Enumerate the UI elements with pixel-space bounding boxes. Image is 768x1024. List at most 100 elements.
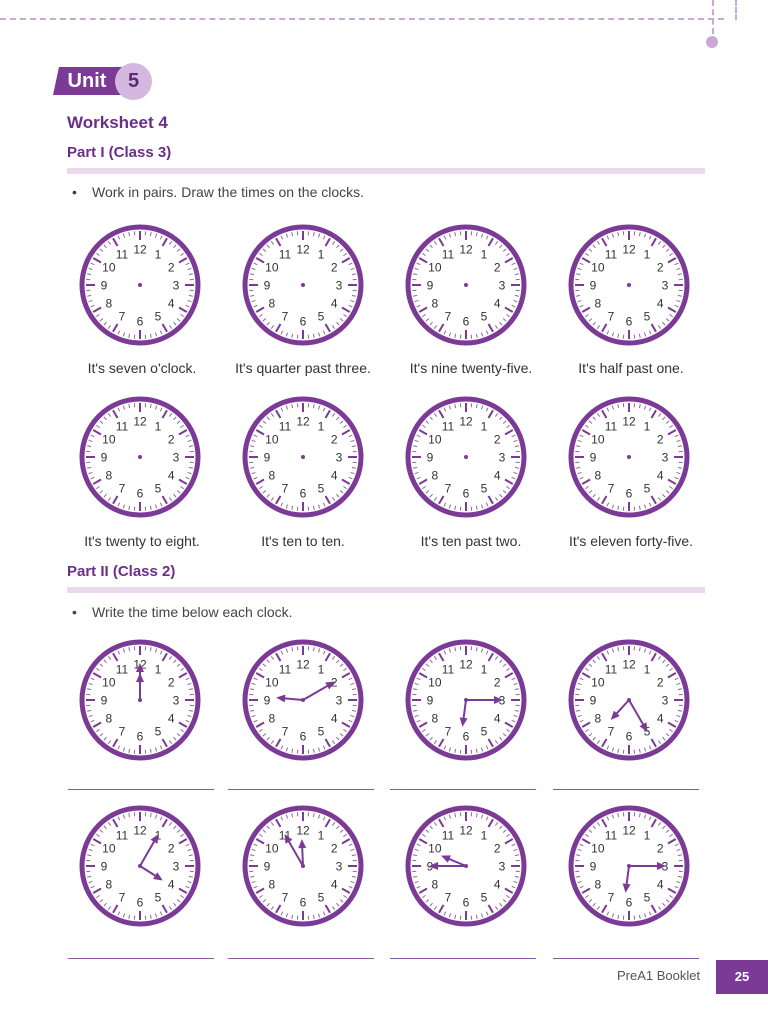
clock-number: 6 <box>626 315 633 329</box>
clock-number: 1 <box>155 662 162 676</box>
clock-face[interactable]: 12 1 2 3 4 5 6 7 8 9 10 11 <box>241 395 365 519</box>
clock-tick <box>285 648 289 653</box>
clock-tick <box>188 688 193 691</box>
clock-tick <box>251 299 256 303</box>
clock-number: 9 <box>590 694 597 708</box>
clock-tick <box>588 420 593 424</box>
answer-line[interactable] <box>228 958 374 959</box>
clock-face[interactable]: 12 1 2 3 4 5 6 7 8 9 10 11 <box>567 395 691 519</box>
clock-tick <box>336 416 340 421</box>
clock-face[interactable]: 12 1 2 3 4 5 6 7 8 9 10 11 <box>241 223 365 347</box>
clock-tick <box>275 237 282 247</box>
clock-tick <box>433 822 438 826</box>
clock-tick <box>475 647 478 652</box>
clock-tick <box>250 294 255 297</box>
clock-number: 3 <box>173 860 180 874</box>
clock-number: 7 <box>119 310 126 324</box>
clock-tick <box>638 505 641 510</box>
clock-tick <box>425 733 430 737</box>
clock-tick <box>429 736 433 741</box>
clock-number: 3 <box>662 694 669 708</box>
answer-line[interactable] <box>390 958 536 959</box>
answer-line[interactable] <box>553 789 699 790</box>
clock-tick <box>255 257 265 264</box>
answer-line[interactable] <box>68 958 214 959</box>
clock-tick <box>343 485 347 490</box>
clock-tick <box>669 833 673 838</box>
clock-tick <box>270 241 275 245</box>
clock-tick <box>154 233 158 238</box>
clock-number: 7 <box>282 482 289 496</box>
clock-tick <box>662 416 666 421</box>
clock-tick <box>185 304 190 308</box>
clock-tick <box>665 663 670 667</box>
clock-tick <box>348 843 353 847</box>
clock-tick <box>485 330 489 335</box>
clock-tick <box>576 294 581 297</box>
clock-tick <box>270 497 275 501</box>
clock-tick <box>187 880 192 884</box>
clock-tick <box>350 880 355 884</box>
answer-line[interactable] <box>68 789 214 790</box>
clock-tick <box>413 445 418 448</box>
clock-tick <box>576 466 581 469</box>
answer-line[interactable] <box>553 958 699 959</box>
clock-tick <box>275 495 282 505</box>
clock-tick <box>475 813 478 818</box>
clock-tick <box>336 736 340 741</box>
clock-face[interactable]: 12 1 2 3 4 5 6 7 8 9 10 11 <box>404 223 528 347</box>
clock-tick <box>187 682 192 686</box>
clock-tick <box>414 714 419 718</box>
clock-tick <box>275 738 282 748</box>
clock-tick <box>592 825 596 830</box>
clock-tick <box>611 504 615 509</box>
answer-line[interactable] <box>390 789 536 790</box>
clock-tick <box>499 902 503 907</box>
part2-instruction-text: Write the time below each clock. <box>92 604 293 620</box>
clock-tick <box>665 733 670 737</box>
clock-tick <box>336 244 340 249</box>
minute-hand-tip <box>325 681 336 690</box>
clock-tick <box>650 904 657 914</box>
clock-tick <box>499 736 503 741</box>
clock-tick <box>312 505 315 510</box>
clock-tick <box>414 880 419 884</box>
clock-tick <box>350 299 355 303</box>
clock-tick <box>416 719 421 723</box>
clock-tick <box>185 677 190 681</box>
clock-face[interactable]: 12 1 2 3 4 5 6 7 8 9 10 11 <box>567 223 691 347</box>
clock-tick <box>643 332 647 337</box>
clock-number: 12 <box>296 415 310 429</box>
clock-tick <box>438 495 445 505</box>
clock-tick <box>425 829 430 833</box>
clock-tick <box>341 257 351 264</box>
clock-tick <box>270 413 275 417</box>
clock-tick <box>128 505 131 510</box>
clock-face[interactable]: 12 1 2 3 4 5 6 7 8 9 10 11 <box>404 395 528 519</box>
clock-face[interactable]: 12 1 2 3 4 5 6 7 8 9 10 11 <box>78 395 202 519</box>
clock-tick <box>262 490 267 494</box>
clock-tick <box>92 257 102 264</box>
clock-number: 12 <box>296 824 310 838</box>
clock-tick <box>480 913 484 918</box>
clock-number: 5 <box>155 482 162 496</box>
clock-number: 2 <box>331 261 338 275</box>
answer-line[interactable] <box>228 789 374 790</box>
clock-number: 7 <box>282 725 289 739</box>
clock-tick <box>312 748 315 753</box>
clock-tick <box>280 650 284 655</box>
clock-tick <box>187 267 192 271</box>
clock-tick <box>588 490 593 494</box>
clock-face[interactable]: 12 1 2 3 4 5 6 7 8 9 10 11 <box>78 223 202 347</box>
clock-tick <box>96 485 100 490</box>
clock-tick <box>178 429 188 436</box>
clock-tick <box>650 738 657 748</box>
clock-tick <box>173 659 177 664</box>
clock-tick <box>149 505 152 510</box>
